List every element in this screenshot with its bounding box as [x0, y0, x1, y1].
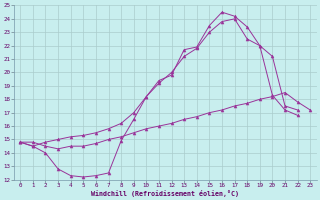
X-axis label: Windchill (Refroidissement éolien,°C): Windchill (Refroidissement éolien,°C)	[91, 190, 239, 197]
